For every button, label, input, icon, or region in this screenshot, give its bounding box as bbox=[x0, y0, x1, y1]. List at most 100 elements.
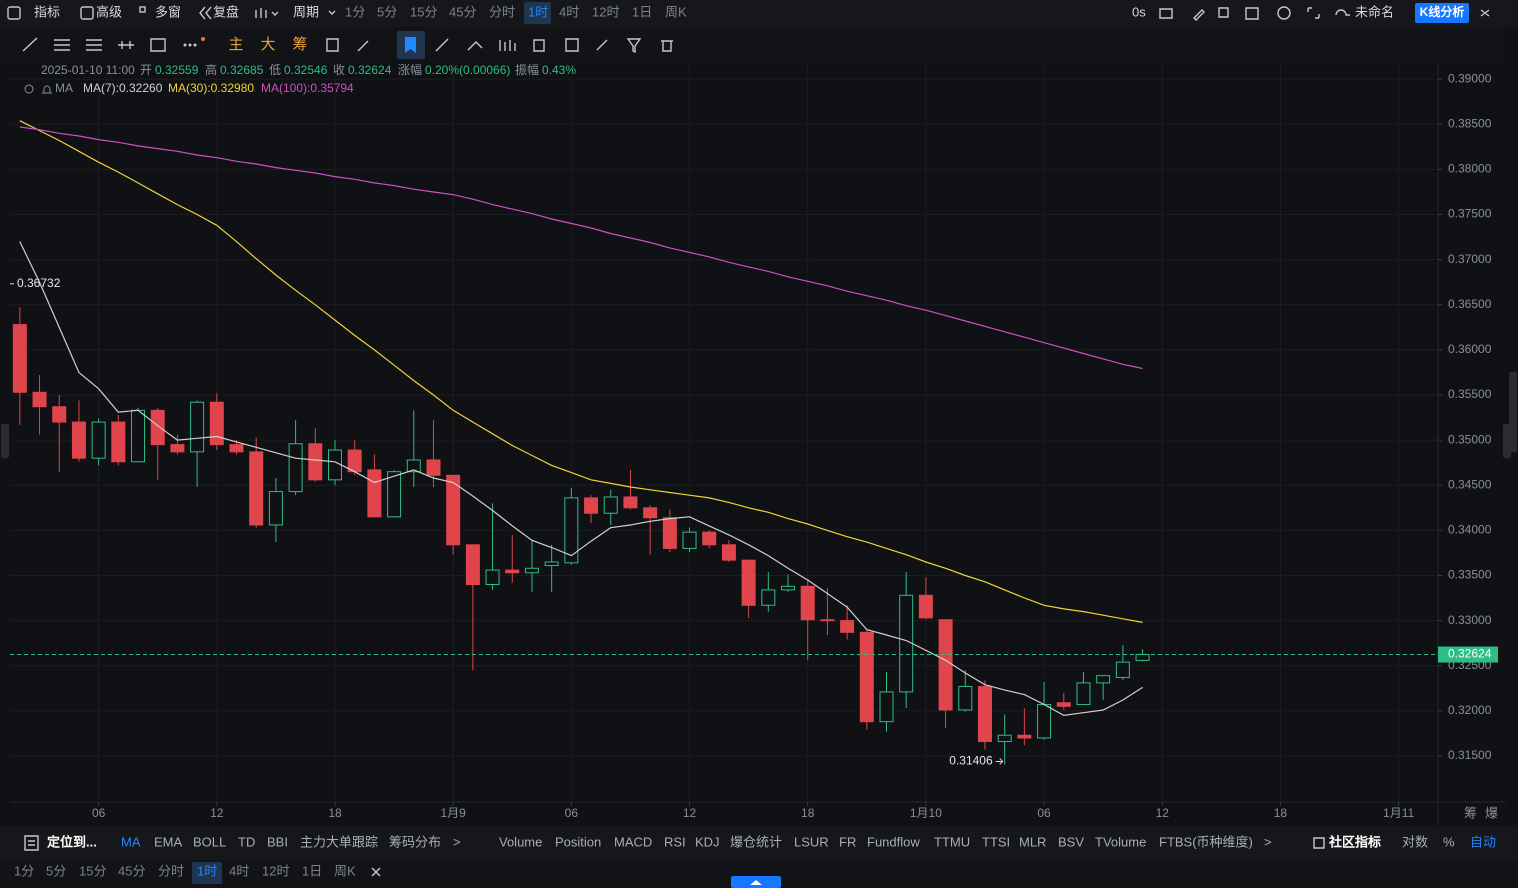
timeframe-button[interactable]: 5分 bbox=[377, 4, 397, 19]
indicator-tab[interactable]: BOLL bbox=[193, 834, 226, 849]
ohlc-label: 振幅 bbox=[515, 62, 539, 77]
indicator-tab[interactable]: TTMU bbox=[934, 834, 970, 849]
icon[interactable] bbox=[328, 10, 336, 15]
toolbar-icons bbox=[7, 6, 1490, 877]
timeframe-button[interactable]: 4时 bbox=[229, 863, 249, 878]
timeframe-button[interactable]: 周K bbox=[665, 4, 687, 19]
timeframe-button[interactable]: 周K bbox=[334, 863, 356, 878]
timeframe-button[interactable]: 1分 bbox=[345, 4, 365, 19]
indicator-tab[interactable]: RSI bbox=[664, 834, 686, 849]
timeframe-button[interactable]: 45分 bbox=[118, 863, 145, 878]
indicator-tab[interactable]: FR bbox=[839, 834, 856, 849]
indicator-option[interactable]: % bbox=[1443, 834, 1455, 849]
indicator-tab[interactable]: MLR bbox=[1019, 834, 1046, 849]
timeframe-button[interactable]: 4时 bbox=[559, 4, 579, 19]
icon[interactable] bbox=[193, 43, 197, 47]
indicator-tab[interactable]: TD bbox=[238, 834, 255, 849]
draw-tool[interactable]: 筹 bbox=[292, 36, 307, 53]
indicator-tab[interactable]: TVolume bbox=[1095, 834, 1146, 849]
y-tick-label: 0.34500 bbox=[1448, 477, 1492, 491]
locate-button[interactable]: 定位到... bbox=[46, 834, 97, 849]
indicator-tab[interactable]: 主力大单跟踪 bbox=[300, 834, 378, 849]
icon[interactable] bbox=[139, 6, 146, 13]
timeframe-button[interactable]: 1日 bbox=[302, 863, 322, 878]
timeframe-button[interactable]: 分时 bbox=[489, 4, 515, 19]
toolbar-button[interactable]: 复盘 bbox=[213, 4, 239, 19]
timeframe-button[interactable]: 1分 bbox=[14, 863, 34, 878]
timeframe-button[interactable]: 1时 bbox=[197, 863, 217, 878]
indicator-tab[interactable]: 爆仓统计 bbox=[730, 834, 782, 849]
active-timeframe-bg bbox=[524, 2, 551, 24]
timeframe-button[interactable]: 15分 bbox=[79, 863, 106, 878]
icon[interactable] bbox=[199, 6, 212, 20]
indicator-tab[interactable]: Volume bbox=[499, 834, 542, 849]
indicator-tab[interactable]: TTSI bbox=[982, 834, 1010, 849]
axis-tool[interactable]: 筹 bbox=[1464, 805, 1477, 820]
legend-entry: MA(7):0.32260 bbox=[83, 81, 163, 95]
indicator-tab[interactable]: EMA bbox=[154, 834, 183, 849]
timeframe-button[interactable]: 15分 bbox=[410, 4, 437, 19]
toolbar-button[interactable]: 周期 bbox=[293, 4, 319, 19]
x-tick-label: 06 bbox=[565, 806, 579, 820]
more-button[interactable]: > bbox=[453, 834, 461, 849]
y-tick-label: 0.35000 bbox=[1448, 432, 1492, 446]
indicator-option[interactable]: 自动 bbox=[1470, 834, 1496, 849]
timeframe-button[interactable]: 12时 bbox=[592, 4, 619, 19]
toolbar-button[interactable]: 高级 bbox=[96, 4, 122, 19]
timeframe-button[interactable]: 1时 bbox=[528, 4, 548, 19]
candle-body bbox=[918, 594, 933, 619]
eye-icon[interactable] bbox=[24, 84, 34, 94]
candle-body bbox=[662, 517, 677, 549]
candle-body bbox=[249, 451, 264, 526]
draw-tool[interactable]: 主 bbox=[228, 36, 243, 53]
indicator-tab[interactable]: MACD bbox=[614, 834, 652, 849]
left-handle[interactable] bbox=[1, 424, 9, 458]
draw-tool[interactable]: 大 bbox=[260, 36, 275, 53]
candle-body bbox=[584, 497, 599, 514]
indicator-tab[interactable]: FTBS(币种维度) bbox=[1159, 834, 1253, 849]
indicator-tab[interactable]: Position bbox=[555, 834, 601, 849]
indicator-option[interactable]: 对数 bbox=[1402, 834, 1428, 849]
icon[interactable] bbox=[22, 37, 673, 54]
candle-body bbox=[702, 531, 717, 546]
icon[interactable] bbox=[188, 43, 192, 47]
axis-tool[interactable]: 爆 bbox=[1485, 805, 1498, 820]
badge bbox=[201, 37, 205, 41]
icon[interactable] bbox=[255, 8, 279, 18]
icon[interactable] bbox=[183, 43, 187, 47]
ohlc-value: 0.32546 bbox=[284, 63, 328, 77]
toolbar-button[interactable]: 多窗 bbox=[155, 4, 181, 19]
icon[interactable] bbox=[1313, 837, 1325, 849]
legend-title: MA bbox=[55, 81, 73, 95]
more-button[interactable]: > bbox=[1264, 834, 1272, 849]
candle-body bbox=[91, 421, 106, 459]
candle-body bbox=[761, 589, 776, 606]
scrollbar[interactable] bbox=[1509, 372, 1517, 452]
indicator-tab[interactable]: KDJ bbox=[695, 834, 720, 849]
indicator-tab[interactable]: MA bbox=[121, 834, 141, 849]
timeframe-button[interactable]: 分时 bbox=[158, 863, 184, 878]
icon[interactable] bbox=[7, 6, 21, 20]
tool-icon[interactable] bbox=[405, 37, 416, 53]
indicator-option[interactable]: 社区指标 bbox=[1328, 834, 1381, 849]
indicator-tab[interactable]: LSUR bbox=[794, 834, 829, 849]
icon[interactable] bbox=[80, 6, 94, 20]
indicator-tab[interactable]: BSV bbox=[1058, 834, 1084, 849]
layout-name[interactable]: 未命名 bbox=[1355, 4, 1394, 19]
timeframe-button[interactable]: 1日 bbox=[632, 4, 652, 19]
y-tick-label: 0.36000 bbox=[1448, 342, 1492, 356]
y-tick-label: 0.33000 bbox=[1448, 613, 1492, 627]
icon[interactable] bbox=[24, 835, 39, 851]
icon[interactable] bbox=[1159, 6, 1490, 21]
timeframe-button[interactable]: 45分 bbox=[449, 4, 476, 19]
alert-icon[interactable] bbox=[42, 85, 52, 94]
indicator-tab[interactable]: 筹码分布 bbox=[389, 834, 441, 849]
indicator-tab[interactable]: Fundflow bbox=[867, 834, 920, 849]
icon[interactable] bbox=[371, 867, 381, 877]
timeframe-button[interactable]: 12时 bbox=[262, 863, 289, 878]
toolbar-button[interactable]: 指标 bbox=[34, 4, 60, 19]
timeframe-button[interactable]: 5分 bbox=[46, 863, 66, 878]
indicator-bar bbox=[0, 826, 1518, 860]
indicator-tab[interactable]: BBI bbox=[267, 834, 288, 849]
analysis-button[interactable]: K线分析 bbox=[1420, 4, 1465, 19]
